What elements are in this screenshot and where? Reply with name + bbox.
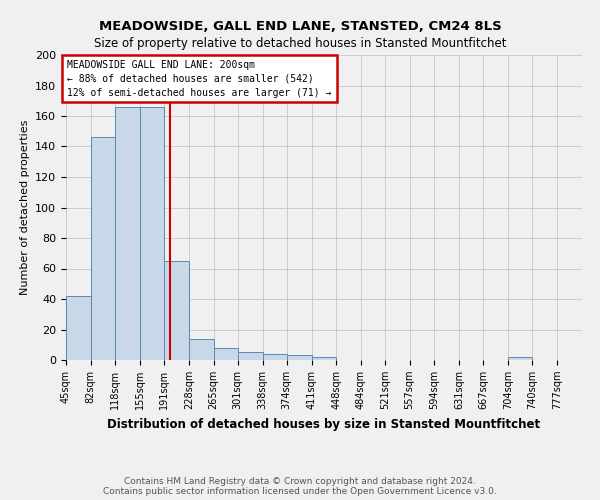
Bar [140,107,164,360]
Text: MEADOWSIDE, GALL END LANE, STANSTED, CM24 8LS: MEADOWSIDE, GALL END LANE, STANSTED, CM2… [98,20,502,33]
Bar [508,357,532,360]
Bar [189,338,214,360]
Y-axis label: Number of detached properties: Number of detached properties [20,120,29,295]
Text: Contains public sector information licensed under the Open Government Licence v3: Contains public sector information licen… [103,487,497,496]
X-axis label: Distribution of detached houses by size in Stansted Mountfitchet: Distribution of detached houses by size … [107,418,541,430]
Bar [287,356,311,360]
Bar [311,357,337,360]
Bar [115,107,140,360]
Text: Size of property relative to detached houses in Stansted Mountfitchet: Size of property relative to detached ho… [94,38,506,51]
Bar [66,296,91,360]
Bar [164,261,189,360]
Bar [91,138,115,360]
Text: MEADOWSIDE GALL END LANE: 200sqm
← 88% of detached houses are smaller (542)
12% : MEADOWSIDE GALL END LANE: 200sqm ← 88% o… [67,60,332,98]
Bar [238,352,263,360]
Bar [214,348,238,360]
Bar [263,354,287,360]
Text: Contains HM Land Registry data © Crown copyright and database right 2024.: Contains HM Land Registry data © Crown c… [124,477,476,486]
